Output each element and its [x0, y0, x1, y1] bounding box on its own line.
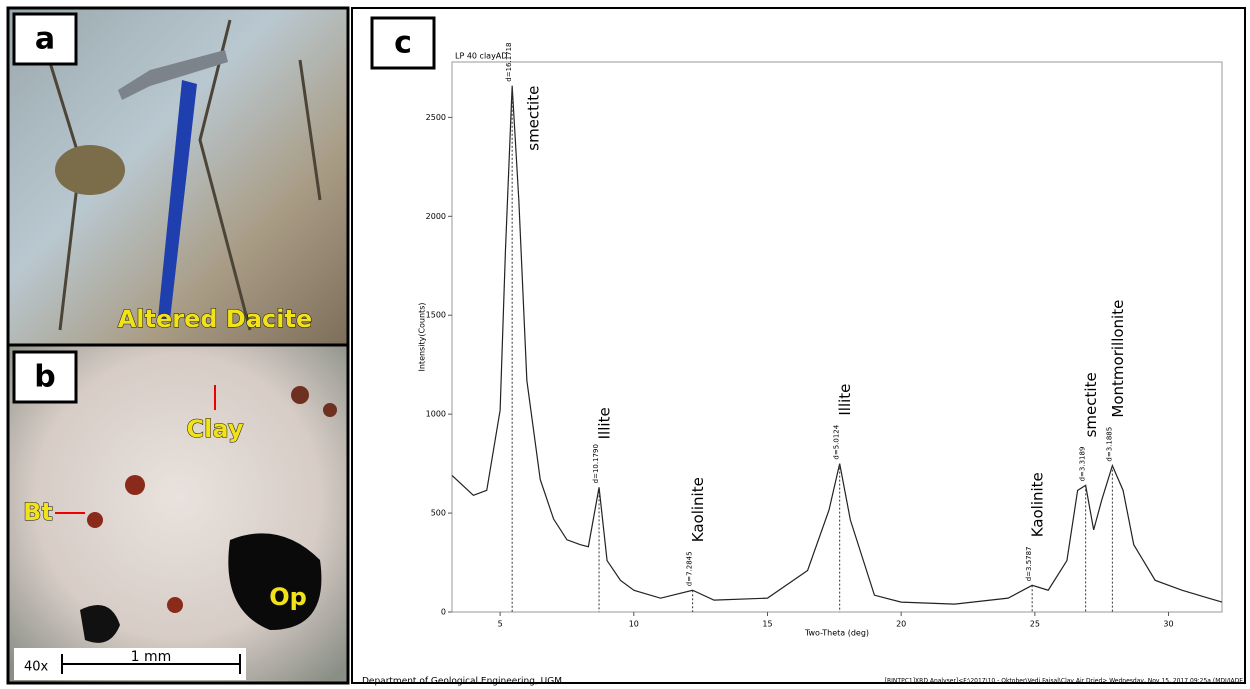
x-tick-label: 10 — [629, 620, 639, 629]
peak-d-label: d=7.2845 — [686, 551, 694, 586]
plot-area — [451, 61, 1223, 613]
x-tick-label: 15 — [762, 620, 772, 629]
peak-label: smectite — [525, 86, 543, 151]
peak-label: Illite — [836, 384, 854, 416]
peak-d-label: d=16.1718 — [505, 42, 513, 81]
hammer-handle — [158, 80, 197, 320]
y-tick-label: 2000 — [426, 212, 446, 221]
panel-label-box — [12, 350, 78, 404]
biotite — [291, 386, 309, 404]
panel-label: c — [394, 26, 412, 61]
biotite — [167, 597, 183, 613]
scale-label: 1 mm — [131, 649, 172, 665]
y-tick-label: 500 — [431, 509, 446, 518]
x-tick-label: 20 — [896, 620, 906, 629]
peak-label: Kaolinite — [689, 477, 707, 542]
y-tick-label: 0 — [441, 608, 446, 617]
x-tick-label: 30 — [1163, 620, 1173, 629]
peak-d-label: d=3.5787 — [1025, 546, 1033, 581]
caption: Altered Dacite — [118, 305, 313, 333]
opaque-mineral — [228, 533, 322, 630]
chart-title: LP 40 clayAD — [455, 52, 507, 61]
panel-label-box — [370, 16, 436, 70]
magnification: 40x — [24, 660, 49, 675]
biotite — [323, 403, 337, 417]
footer-left: Department of Geological Engineering, UG… — [362, 677, 562, 687]
label-clay: Clay — [187, 415, 244, 443]
y-tick-label: 1000 — [426, 410, 446, 419]
biotite — [125, 475, 145, 495]
peak-label: Illite — [596, 407, 614, 439]
panel-label-box — [12, 12, 78, 66]
y-tick-label: 1500 — [426, 311, 446, 320]
panel-b: b Clay Bt Op 40x 1 mm — [6, 343, 350, 685]
footer-right: [RINTPC1]XRD Analyser]<F:\2017\10 - Okto… — [885, 678, 1244, 685]
x-axis-label: Two-Theta (deg) — [804, 629, 869, 638]
x-tick-label: 25 — [1030, 620, 1040, 629]
x-tick-label: 5 — [498, 620, 503, 629]
peak-d-label: d=3.3189 — [1079, 447, 1087, 482]
label-bt: Bt — [23, 498, 53, 526]
y-axis-label: Intensity(Counts) — [418, 303, 427, 372]
label-op: Op — [269, 583, 307, 611]
peak-d-label: d=3.1885 — [1105, 427, 1113, 462]
panel-a: a Altered Dacite — [6, 6, 350, 347]
peak-label: Montmorillonite — [1109, 300, 1127, 418]
peak-d-label: d=10.1790 — [592, 444, 600, 483]
panel-c: c LP 40 clayAD Two-Theta (deg) Intensity… — [351, 7, 1246, 687]
panel-label: a — [35, 22, 55, 57]
peak-d-label: d=5.0124 — [833, 424, 841, 459]
xrd-curve — [451, 85, 1223, 605]
opaque-mineral — [80, 605, 120, 643]
peak-label: Kaolinite — [1029, 472, 1047, 537]
y-tick-label: 2500 — [426, 113, 446, 122]
hammer-head — [118, 50, 228, 100]
biotite — [87, 512, 103, 528]
chart-frame — [351, 7, 1246, 684]
peak-label: smectite — [1082, 372, 1100, 437]
panel-label: b — [34, 360, 55, 395]
stain — [55, 145, 125, 195]
